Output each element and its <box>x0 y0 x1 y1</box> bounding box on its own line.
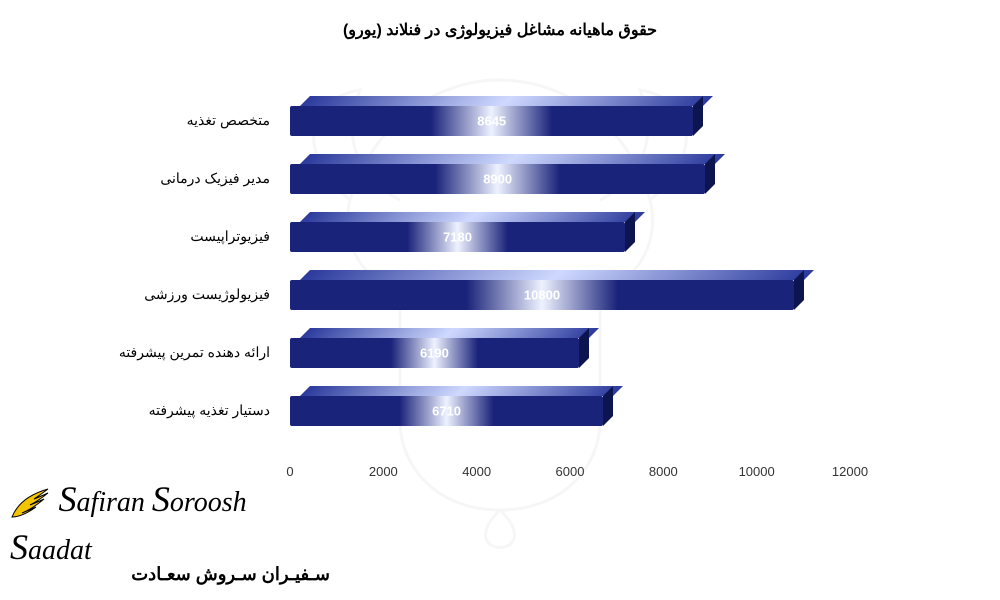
bar: 6710 <box>290 396 603 426</box>
bar-top-face <box>300 96 713 106</box>
bar-row: 8900 <box>290 164 705 194</box>
bar-top-face <box>300 386 623 396</box>
chart-title: حقوق ماهیانه مشاغل فیزیولوژی در فنلاند (… <box>80 20 920 40</box>
brand-logo: Safiran Soroosh Saadat سـفیـران سـروش سع… <box>10 478 330 585</box>
category-label: فیزیوتراپیست <box>70 228 270 245</box>
bar-value-label: 7180 <box>443 230 472 245</box>
x-tick-label: 4000 <box>462 464 491 479</box>
bar-value-label: 8900 <box>483 172 512 187</box>
x-tick-label: 2000 <box>369 464 398 479</box>
salary-bar-chart: حقوق ماهیانه مشاغل فیزیولوژی در فنلاند (… <box>80 20 920 500</box>
bar: 7180 <box>290 222 625 252</box>
category-label: ارائه دهنده تمرین پیشرفته <box>70 344 270 361</box>
bar-top-face <box>300 270 814 280</box>
bar-row: 8645 <box>290 106 693 136</box>
bar-top-face <box>300 328 599 338</box>
category-label: دستیار تغذیه پیشرفته <box>70 402 270 419</box>
x-tick-label: 10000 <box>739 464 775 479</box>
bar-value-label: 6190 <box>420 346 449 361</box>
bar: 10800 <box>290 280 794 310</box>
chart-plot-area: 8645متخصص تغذیه8900مدیر فیزیک درمانی7180… <box>290 90 850 458</box>
bar-row: 10800 <box>290 280 794 310</box>
bar-row: 7180 <box>290 222 625 252</box>
x-tick-label: 12000 <box>832 464 868 479</box>
bar: 6190 <box>290 338 579 368</box>
category-label: فیزیولوژیست ورزشی <box>70 286 270 303</box>
bar-top-face <box>300 154 725 164</box>
category-label: مدیر فیزیک درمانی <box>70 170 270 187</box>
category-label: متخصص تغذیه <box>70 112 270 129</box>
bar: 8645 <box>290 106 693 136</box>
bar-value-label: 8645 <box>477 114 506 129</box>
wing-icon <box>10 487 50 526</box>
bar: 8900 <box>290 164 705 194</box>
bar-value-label: 6710 <box>432 404 461 419</box>
bar-row: 6190 <box>290 338 579 368</box>
x-tick-label: 6000 <box>556 464 585 479</box>
bar-value-label: 10800 <box>524 288 560 303</box>
x-tick-label: 8000 <box>649 464 678 479</box>
bar-top-face <box>300 212 645 222</box>
bar-row: 6710 <box>290 396 603 426</box>
